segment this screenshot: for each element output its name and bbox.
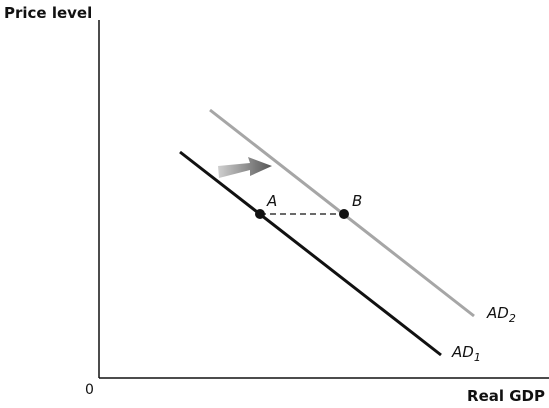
- point-label: B: [352, 192, 362, 210]
- curve-name: AD: [451, 343, 474, 361]
- shift-arrow: [218, 157, 272, 178]
- curve-subscript: 2: [509, 312, 516, 325]
- point-a: [255, 209, 265, 219]
- origin-label: 0: [85, 382, 94, 398]
- y-axis-label: Price level: [4, 4, 92, 22]
- point-b: [339, 209, 349, 219]
- x-axis-label: Real GDP: [467, 387, 545, 405]
- ad1-curve: [179, 150, 442, 357]
- point-label: A: [266, 192, 277, 210]
- curve-label: AD2: [486, 304, 516, 325]
- curve-label: AD1: [451, 343, 481, 364]
- curve-subscript: 1: [474, 351, 481, 364]
- curve-name: AD: [486, 304, 509, 322]
